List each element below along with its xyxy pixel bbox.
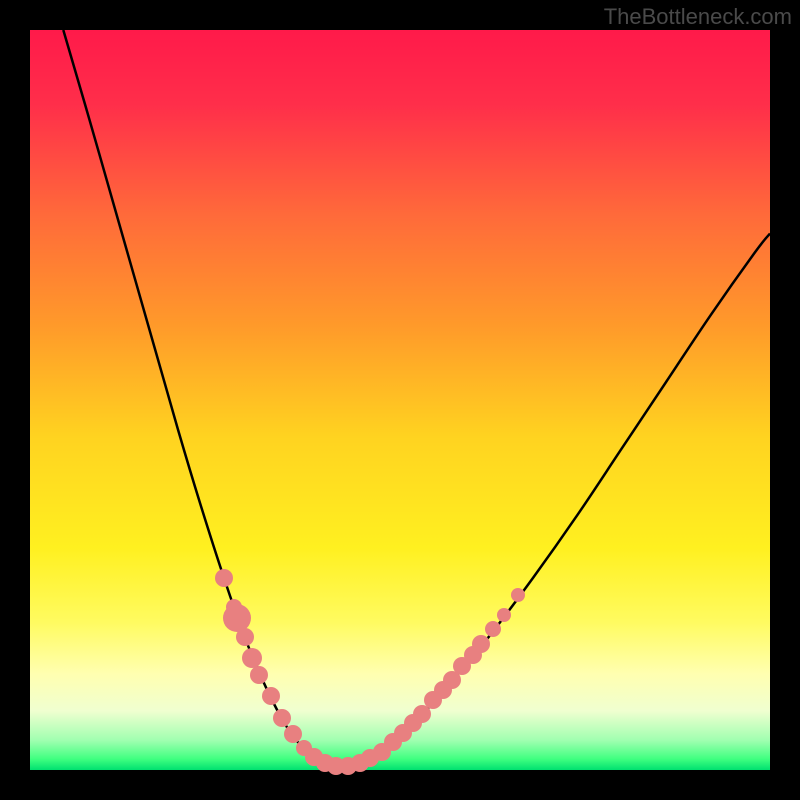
curve-marker (485, 621, 501, 637)
curve-marker (250, 666, 268, 684)
curve-marker (236, 628, 254, 646)
curve-marker (497, 608, 511, 622)
curve-marker (472, 635, 490, 653)
watermark-text: TheBottleneck.com (604, 4, 792, 30)
curve-marker (273, 709, 291, 727)
curve-marker (215, 569, 233, 587)
curve-marker (511, 588, 525, 602)
curve-marker (242, 648, 262, 668)
v-curve (30, 30, 770, 770)
plot-area (30, 30, 770, 770)
curve-marker (262, 687, 280, 705)
